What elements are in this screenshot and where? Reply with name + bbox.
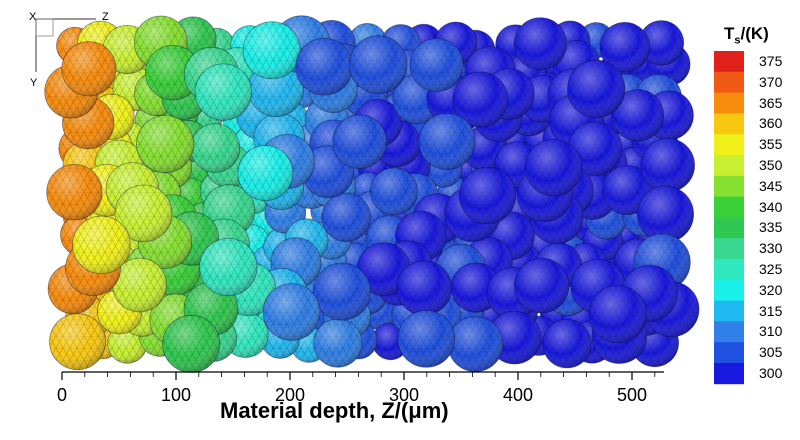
legend-swatch: [714, 155, 744, 177]
particle-sphere: [611, 89, 664, 142]
legend-value: 355: [759, 136, 783, 153]
particle-sphere: [72, 215, 131, 275]
x-tick-label: 0: [56, 385, 68, 405]
legend-swatch: [714, 363, 744, 385]
particle-sphere: [588, 285, 647, 344]
legend-value: 365: [759, 94, 783, 111]
particle-sphere: [602, 165, 653, 216]
legend-swatch: [714, 134, 744, 156]
particle-sphere: [194, 63, 252, 121]
particle-sphere: [640, 137, 695, 193]
particle-sphere: [514, 257, 570, 314]
particle-sphere: [313, 318, 363, 368]
legend-value: 350: [759, 157, 783, 173]
legend-value: 335: [759, 219, 783, 236]
particle-sphere: [356, 242, 411, 297]
x-axis: [61, 371, 664, 380]
legend-swatch: [714, 300, 744, 322]
particle-sphere: [96, 288, 143, 335]
particle-sphere: [524, 139, 583, 197]
particle-sphere: [312, 262, 371, 321]
legend-swatch: [714, 259, 744, 281]
particle-sphere: [237, 145, 294, 201]
legend-value: 325: [759, 261, 783, 277]
x-tick-label: 400: [502, 385, 534, 405]
particle-sphere: [348, 35, 408, 94]
particle-sphere: [567, 59, 626, 119]
particle-sphere: [369, 167, 418, 216]
legend-swatch: [714, 279, 744, 301]
x-tick-label: 200: [274, 385, 306, 405]
particle-sphere: [332, 114, 388, 169]
legend-value: 330: [759, 240, 783, 257]
legend-value: 340: [759, 198, 783, 215]
particle-sphere: [638, 20, 685, 66]
particle-sphere: [599, 22, 650, 73]
particle-sphere: [418, 113, 476, 171]
triad-z-label: Z: [102, 11, 109, 23]
x-axis-title: Material depth, Z/(μm): [220, 398, 449, 423]
particle-sphere: [396, 260, 452, 316]
particle-sphere: [46, 164, 103, 221]
legend-swatch: [714, 342, 744, 364]
legend-value: 305: [759, 344, 783, 361]
x-tick-label: 100: [160, 385, 192, 405]
particle-sphere: [458, 167, 517, 225]
particle-sphere: [452, 71, 509, 128]
legend-swatch: [714, 321, 744, 343]
particle-sphere: [145, 44, 201, 101]
legend-value: 360: [759, 115, 783, 132]
particle-sphere: [136, 115, 195, 174]
legend-swatch: [714, 92, 744, 114]
x-tick-label: 300: [388, 385, 420, 405]
legend-value: 345: [759, 177, 783, 194]
particle-sphere: [114, 184, 173, 243]
particle-sphere: [397, 310, 456, 368]
legend-value: 375: [759, 53, 783, 69]
legend-swatch: [714, 51, 744, 73]
particle-sphere: [513, 17, 567, 71]
particle-sphere: [190, 123, 241, 173]
particle-sphere: [242, 21, 301, 80]
legend-swatch: [714, 238, 744, 260]
legend-swatch: [714, 71, 744, 93]
legend-value: 370: [759, 73, 783, 90]
legend-swatch: [714, 217, 744, 239]
legend-value: 315: [759, 302, 783, 319]
particle-sphere: [295, 37, 354, 96]
x-tick-label: 500: [616, 385, 648, 405]
particle-sphere: [567, 121, 623, 176]
particle-sphere: [112, 257, 167, 313]
particle-sphere: [409, 38, 464, 92]
triad-x-label: X: [29, 11, 37, 23]
legend-swatch: [714, 113, 744, 135]
legend-title: Ts/(K): [724, 24, 769, 47]
legend-swatch: [714, 175, 744, 197]
particle-sphere: [542, 318, 592, 369]
particle-sphere: [447, 316, 504, 373]
particle-sphere: [199, 238, 258, 297]
particle-sphere: [162, 314, 221, 373]
triad-y-label: Y: [30, 77, 38, 89]
particle-sphere: [321, 192, 371, 242]
legend-value: 300: [759, 365, 783, 381]
sphere-cluster: [44, 15, 700, 373]
particle-sphere: [61, 41, 117, 97]
legend-swatch: [714, 196, 744, 218]
particle-sphere: [637, 185, 695, 243]
particle-sphere: [49, 313, 106, 371]
axis-triad: [35, 18, 96, 72]
legend-colorbar: [714, 51, 744, 385]
particle-sphere: [262, 283, 321, 341]
legend-value: 310: [759, 323, 783, 340]
legend-value: 320: [759, 281, 783, 298]
